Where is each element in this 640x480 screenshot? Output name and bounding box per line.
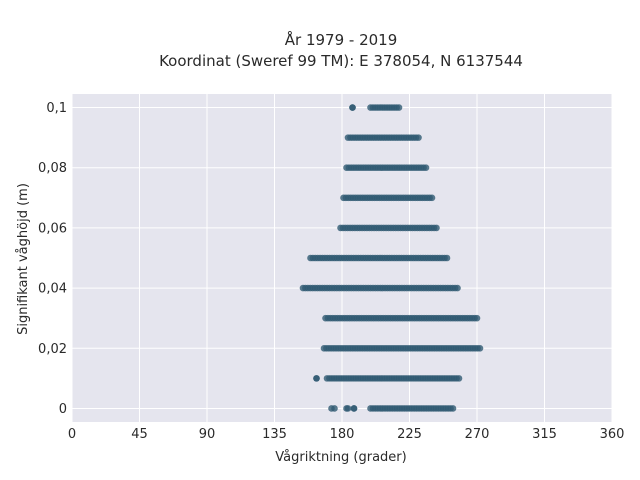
x-tick-label: 360 <box>600 427 625 442</box>
data-point <box>428 194 436 202</box>
x-tick-label: 180 <box>330 427 355 442</box>
x-tick-label: 315 <box>532 427 557 442</box>
data-point <box>331 405 338 412</box>
x-tick-label: 225 <box>397 427 422 442</box>
x-tick-label: 270 <box>465 427 490 442</box>
y-tick-label: 0 <box>59 402 67 417</box>
data-point <box>415 134 422 141</box>
data-point <box>476 344 484 352</box>
y-tick-label: 0,04 <box>38 282 67 297</box>
data-point <box>473 314 481 322</box>
data-points <box>299 104 484 412</box>
data-point <box>349 104 356 111</box>
y-tick-label: 0,1 <box>46 101 67 116</box>
data-point <box>422 164 430 172</box>
data-point <box>455 375 463 382</box>
data-point <box>344 405 352 412</box>
data-point <box>350 405 358 412</box>
data-point <box>454 284 461 292</box>
x-tick-label: 135 <box>262 427 287 442</box>
x-tick-label: 0 <box>68 427 76 442</box>
chart-title-line1: År 1979 - 2019 <box>285 30 398 49</box>
data-point <box>443 254 451 262</box>
tick-labels: 0 45 90 135 180 225 270 315 360 0 0,02 0,04 0,06 0,08… <box>38 101 624 442</box>
data-point <box>313 375 320 382</box>
data-point <box>449 405 457 412</box>
y-tick-label: 0,08 <box>38 161 67 176</box>
chart-title-line2: Koordinat (Sweref 99 TM): E 378054, N 61… <box>159 52 523 70</box>
x-tick-label: 90 <box>199 427 216 442</box>
y-tick-label: 0,06 <box>38 221 67 236</box>
y-axis-label: Signifikant våghöjd (m) <box>16 183 31 335</box>
data-point <box>433 224 440 232</box>
y-tick-label: 0,02 <box>38 342 67 357</box>
data-point <box>395 104 403 111</box>
x-tick-label: 45 <box>131 427 148 442</box>
x-axis-label: Vågriktning (grader) <box>275 450 406 465</box>
